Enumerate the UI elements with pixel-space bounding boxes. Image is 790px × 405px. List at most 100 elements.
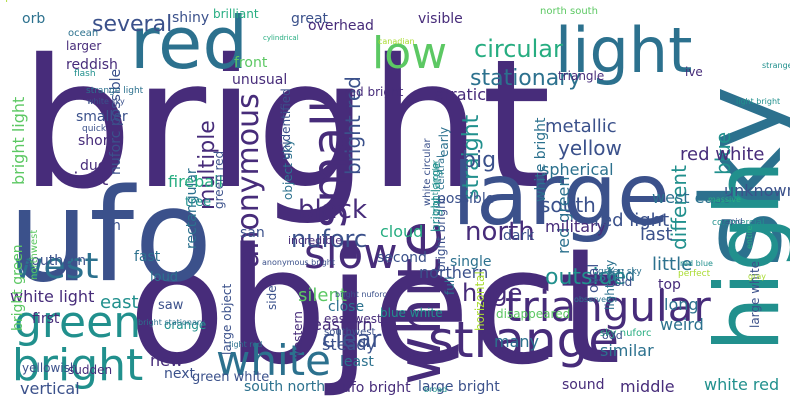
- word-bright-stationary: bright stationary: [138, 318, 205, 327]
- word-western: western: [291, 311, 305, 359]
- word-white-red: white red: [704, 375, 779, 394]
- word-vertical: vertical: [20, 379, 80, 398]
- word-large-object: large object: [220, 284, 234, 355]
- word-orange: orange: [164, 318, 206, 332]
- word-light: light: [555, 14, 692, 87]
- word-little: little: [652, 254, 692, 275]
- word-yellow: yellow: [558, 136, 622, 160]
- word-white: white: [216, 336, 331, 385]
- word-oval: oval: [586, 264, 602, 293]
- word-different: different: [667, 165, 691, 250]
- word-front: front: [234, 55, 268, 71]
- word-ocean: ocean: [68, 28, 98, 39]
- word-fireball: fireball: [168, 172, 223, 191]
- word-right: right: [66, 169, 108, 190]
- word-large-white: large white: [748, 261, 762, 328]
- word-low: low: [372, 28, 447, 79]
- word-northern: northern: [419, 263, 488, 282]
- word-white-light: white light: [10, 287, 94, 306]
- word-bright-nuforc: bright nuforc: [335, 290, 387, 299]
- word-bright: bright: [20, 21, 551, 228]
- word-shiny: shiny: [172, 10, 209, 26]
- word-sky-nuforc: sky nuforc: [600, 328, 651, 339]
- word-visible: visible: [418, 11, 463, 27]
- word-reddish: reddish: [66, 57, 118, 73]
- word-large: large: [452, 145, 670, 245]
- word-solid: solid: [598, 266, 635, 285]
- word-middle: middle: [620, 377, 675, 396]
- word-quick: quick: [82, 124, 107, 134]
- word-white-sky: white sky: [87, 97, 125, 106]
- word-similar: similar: [600, 341, 654, 360]
- word-east: east: [100, 292, 139, 313]
- word-possible: possible: [437, 191, 494, 207]
- word-bright: bright: [12, 340, 143, 391]
- word-cloud: cloud: [380, 222, 423, 241]
- word-green-white: green white: [192, 370, 269, 385]
- word-rapid: rapid: [722, 217, 743, 226]
- word-flash: flash: [74, 69, 96, 79]
- word-last: last: [640, 224, 672, 245]
- word-west: west: [14, 246, 98, 287]
- word-old: old: [614, 275, 632, 289]
- word-saw: saw: [158, 298, 184, 313]
- word-full: full: [443, 277, 457, 296]
- word-light-bright: light bright: [736, 97, 780, 106]
- word-light-sky: light sky: [603, 260, 617, 310]
- word-close: close: [328, 299, 364, 315]
- word-dark: dark: [503, 228, 535, 244]
- word-steady: steady: [322, 335, 376, 354]
- word-unknown: unknown: [724, 181, 790, 200]
- word-disappeared: disappeared: [496, 307, 570, 321]
- word-canadian: canadian: [378, 37, 415, 46]
- word-larger: larger: [66, 39, 101, 53]
- word-straight: straight: [459, 114, 484, 200]
- word-sudden: sudden: [68, 363, 112, 377]
- word-gray: gray: [748, 272, 766, 281]
- word-smaller: smaller: [76, 109, 128, 125]
- word-strange-light: strange light: [86, 86, 144, 96]
- word-white-circular: white circular: [422, 138, 433, 206]
- word-anonymous: anonymous: [231, 93, 266, 268]
- word-strange-object: strange object: [762, 61, 790, 70]
- word-sphere: sphere: [0, 0, 34, 3]
- word-triangular: triangular: [505, 282, 711, 331]
- word-fast: fast: [134, 249, 161, 265]
- word-incredible: incredible: [288, 234, 342, 247]
- word-odd: odd: [602, 329, 623, 342]
- word-orb: orb: [22, 11, 45, 27]
- word-yellowish: yellowish: [22, 361, 78, 375]
- word-loud: loud: [150, 270, 178, 285]
- word-commercial: commercial: [712, 218, 765, 228]
- word-red-green: red green: [554, 176, 573, 254]
- word-triangle: triangle: [558, 69, 604, 83]
- word-eastern: eastern: [312, 315, 373, 334]
- word-single: single: [450, 254, 491, 270]
- word-san: san: [240, 225, 265, 241]
- word-cylindrical: cylindrical: [263, 34, 299, 42]
- word-strange: strange: [428, 311, 619, 369]
- word-central: central: [436, 155, 447, 190]
- word-sky: sky: [678, 86, 790, 268]
- word-high: high: [696, 160, 790, 352]
- word-unusual: unusual: [232, 72, 287, 88]
- word-new: new: [150, 351, 183, 370]
- word-outside: outside: [545, 265, 626, 290]
- word-red-white: red white: [680, 144, 765, 165]
- word-unidentified: unidentified: [279, 88, 293, 160]
- word-blue-white: blue white: [380, 306, 443, 320]
- word-multiple: multiple: [195, 120, 220, 210]
- word-tree: tree: [185, 195, 211, 210]
- word-silent: silent: [298, 285, 347, 306]
- word-green-red: green red: [212, 151, 226, 209]
- word-early: early: [437, 127, 451, 157]
- word-bright-large: bright large: [429, 162, 443, 232]
- word-noticed: noticed: [225, 108, 239, 153]
- word-clear: clear: [322, 325, 381, 353]
- word-south: south: [540, 193, 596, 217]
- word-first: first: [32, 311, 60, 327]
- word-brilliant: brilliant: [213, 7, 259, 21]
